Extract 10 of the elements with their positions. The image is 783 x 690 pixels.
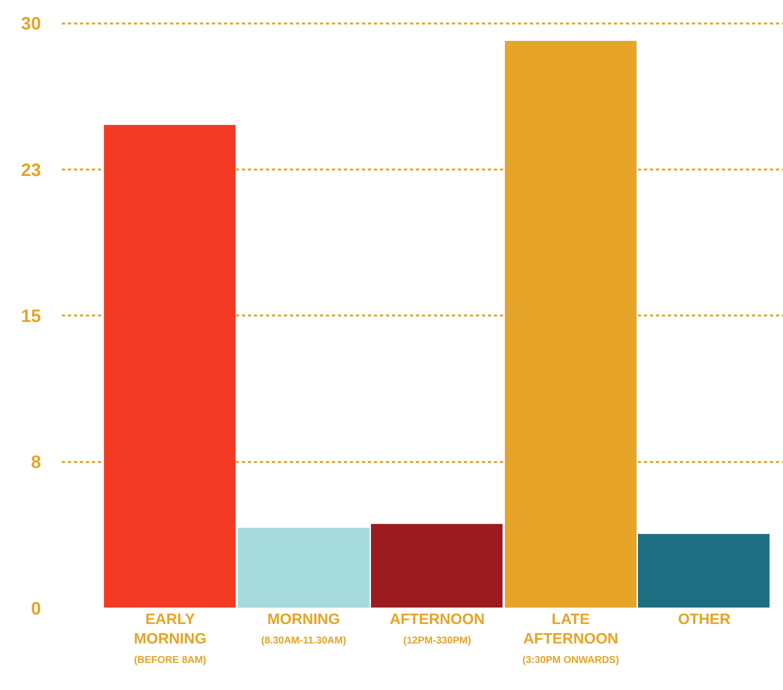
x-tick-label: AFTERNOON (12PM-330PM) (390, 611, 485, 646)
y-tick-label: 8 (30, 452, 41, 472)
y-tick-label: 15 (20, 306, 41, 326)
x-tick-label: EARLY MORNING (BEFORE 8AM) (134, 611, 206, 666)
y-tick-label: 23 (20, 160, 41, 180)
x-tick-label: LATE AFTERNOON (3:30PM ONWARDS) (522, 611, 620, 666)
x-tick-label: OTHER (678, 611, 731, 628)
x-tick-label: MORNING (8.30AM-11.30AM) (261, 611, 346, 646)
y-tick-label: 0 (30, 598, 41, 618)
y-tick-label: 30 (20, 14, 41, 34)
